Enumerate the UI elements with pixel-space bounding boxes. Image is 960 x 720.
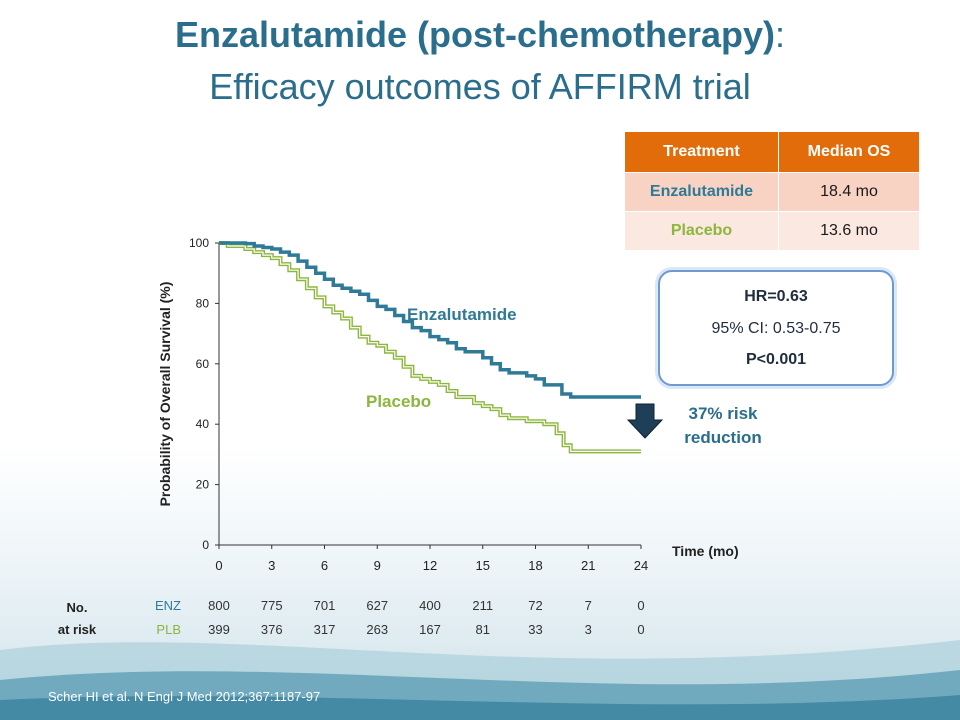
risk-table-cell: 627 (366, 598, 388, 613)
table-cell-treatment: Enzalutamide (625, 172, 779, 212)
risk-table-cell: 800 (208, 598, 230, 613)
risk-table-cell: 3 (585, 622, 592, 637)
risk-table-cell: 0 (637, 622, 644, 637)
table-header-treatment: Treatment (625, 132, 779, 173)
confidence-interval-text: 95% CI: 0.53-0.75 (711, 320, 841, 337)
down-arrow-icon (626, 403, 664, 439)
risk-table-title-line1: No. (67, 600, 88, 615)
table-cell-median-os: 13.6 mo (778, 211, 919, 250)
x-tick-label: 3 (268, 558, 275, 573)
table-header-row: Treatment Median OS (625, 132, 919, 173)
placebo-curve-inner (219, 242, 641, 452)
y-tick-label: 80 (196, 296, 210, 310)
placebo-curve-outer (219, 241, 641, 454)
risk-table-row-label: ENZ (155, 598, 181, 613)
median-os-table: Treatment Median OS Enzalutamide 18.4 mo… (625, 132, 919, 250)
table-row: Placebo 13.6 mo (625, 211, 919, 250)
hazard-ratio-text: HR=0.63 (744, 288, 808, 305)
placebo-series-label: Placebo (366, 392, 431, 411)
risk-table-cell: 167 (419, 622, 441, 637)
x-axis-title: Time (mo) (672, 543, 739, 559)
citation-text: Scher HI et al. N Engl J Med 2012;367:11… (48, 689, 321, 704)
risk-table-cell: 7 (585, 598, 592, 613)
enzalutamide-curve (219, 241, 641, 399)
p-value-text: P<0.001 (745, 351, 807, 368)
slide-subtitle: Efficacy outcomes of AFFIRM trial (209, 66, 751, 107)
y-axis-title: Probability of Overall Survival (%) (157, 282, 173, 507)
table-cell-treatment: Placebo (625, 211, 779, 250)
risk-table-cell: 211 (472, 598, 493, 613)
risk-table-cell: 775 (261, 598, 283, 613)
y-tick-label: 100 (189, 236, 209, 250)
x-tick-label: 18 (528, 558, 542, 573)
risk-table-cell: 376 (261, 622, 283, 637)
slide-title: Enzalutamide (post-chemotherapy): (174, 14, 786, 55)
risk-table-cell: 72 (528, 598, 542, 613)
x-tick-label: 6 (321, 558, 328, 573)
risk-table-cell: 399 (208, 622, 230, 637)
y-tick-label: 60 (196, 357, 210, 371)
risk-table-cell: 81 (476, 622, 490, 637)
risk-table-cell: 0 (637, 598, 644, 613)
risk-table-cell: 400 (419, 598, 441, 613)
risk-table-cell: 317 (314, 622, 336, 637)
risk-table-cell: 701 (314, 598, 336, 613)
enzalutamide-series-label: Enzalutamide (407, 305, 517, 324)
y-tick-label: 40 (196, 417, 210, 431)
y-tick-label: 20 (196, 478, 210, 492)
x-tick-label: 24 (634, 558, 648, 573)
risk-table-cell: 263 (366, 622, 388, 637)
x-tick-label: 9 (374, 558, 381, 573)
risk-table-title-line2: at risk (58, 622, 97, 637)
x-tick-label: 21 (581, 558, 595, 573)
hazard-ratio-box: HR=0.63 95% CI: 0.53-0.75 P<0.001 (658, 270, 894, 386)
risk-table-row-label: PLB (156, 622, 181, 637)
risk-reduction-line1: 37% risk (688, 404, 758, 423)
table-cell-median-os: 18.4 mo (778, 172, 919, 212)
x-tick-label: 15 (476, 558, 490, 573)
y-tick-label: 0 (202, 538, 209, 552)
x-tick-label: 12 (423, 558, 437, 573)
table-header-median-os: Median OS (778, 132, 919, 173)
x-tick-label: 0 (215, 558, 222, 573)
table-row: Enzalutamide 18.4 mo (625, 172, 919, 212)
risk-reduction-label: 37% risk reduction (668, 402, 778, 450)
risk-table-cell: 33 (528, 622, 542, 637)
risk-reduction-line2: reduction (684, 428, 762, 447)
